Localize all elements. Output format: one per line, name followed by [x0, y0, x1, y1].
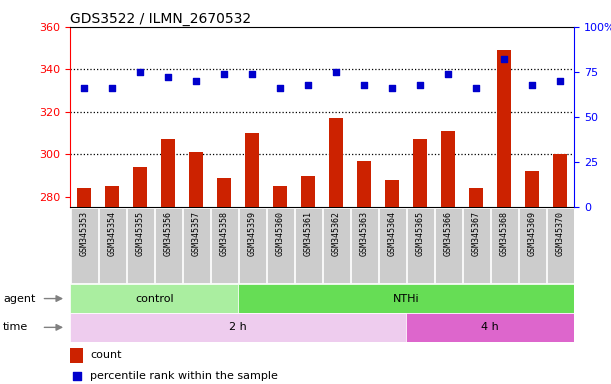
- Text: GSM345359: GSM345359: [248, 211, 257, 256]
- Bar: [519, 208, 546, 283]
- Text: GSM345353: GSM345353: [80, 211, 89, 256]
- Text: GSM345366: GSM345366: [444, 211, 453, 256]
- Bar: [238, 284, 574, 313]
- Bar: [441, 131, 455, 207]
- Text: control: control: [135, 293, 174, 304]
- Bar: [329, 118, 343, 207]
- Bar: [301, 175, 315, 207]
- Bar: [463, 208, 490, 283]
- Text: time: time: [3, 322, 28, 333]
- Text: GSM345357: GSM345357: [192, 211, 201, 256]
- Bar: [386, 180, 400, 207]
- Text: GSM345362: GSM345362: [332, 211, 341, 256]
- Bar: [105, 186, 119, 207]
- Point: [472, 85, 481, 91]
- Text: count: count: [90, 350, 122, 360]
- Bar: [469, 188, 483, 207]
- Text: GSM345365: GSM345365: [416, 211, 425, 256]
- Bar: [295, 208, 322, 283]
- Text: GSM345355: GSM345355: [136, 211, 145, 256]
- Point: [304, 81, 313, 88]
- Text: GSM345367: GSM345367: [472, 211, 481, 256]
- Point: [527, 81, 537, 88]
- Bar: [211, 208, 238, 283]
- Point: [79, 85, 89, 91]
- Bar: [497, 50, 511, 207]
- Point: [331, 69, 341, 75]
- Text: GSM345369: GSM345369: [528, 211, 537, 256]
- Bar: [351, 208, 378, 283]
- Bar: [70, 348, 83, 363]
- Text: GSM345363: GSM345363: [360, 211, 369, 256]
- Text: 2 h: 2 h: [229, 322, 247, 333]
- Point: [359, 81, 369, 88]
- Bar: [406, 313, 574, 342]
- Text: GSM345356: GSM345356: [164, 211, 173, 256]
- Bar: [547, 208, 574, 283]
- Bar: [413, 139, 427, 207]
- Point: [136, 69, 145, 75]
- Text: GSM345354: GSM345354: [108, 211, 117, 256]
- Bar: [435, 208, 462, 283]
- Bar: [525, 171, 540, 207]
- Text: GSM345358: GSM345358: [220, 211, 229, 256]
- Text: GSM345370: GSM345370: [556, 211, 565, 256]
- Point: [444, 71, 453, 77]
- Bar: [273, 186, 287, 207]
- Bar: [491, 208, 518, 283]
- Point: [555, 78, 565, 84]
- Bar: [189, 152, 203, 207]
- Point: [387, 85, 397, 91]
- Point: [499, 56, 509, 63]
- Point: [108, 85, 117, 91]
- Bar: [407, 208, 434, 283]
- Text: percentile rank within the sample: percentile rank within the sample: [90, 371, 278, 381]
- Point: [163, 74, 173, 81]
- Point: [415, 81, 425, 88]
- Text: NTHi: NTHi: [393, 293, 420, 304]
- Bar: [357, 161, 371, 207]
- Bar: [77, 188, 91, 207]
- Bar: [267, 208, 294, 283]
- Text: agent: agent: [3, 293, 35, 304]
- Bar: [70, 313, 406, 342]
- Text: GSM345368: GSM345368: [500, 211, 509, 256]
- Point: [276, 85, 285, 91]
- Bar: [161, 139, 175, 207]
- Point: [191, 78, 201, 84]
- Bar: [239, 208, 266, 283]
- Point: [219, 71, 229, 77]
- Text: GSM345361: GSM345361: [304, 211, 313, 256]
- Bar: [71, 208, 98, 283]
- Bar: [379, 208, 406, 283]
- Bar: [133, 167, 147, 207]
- Bar: [554, 154, 568, 207]
- Bar: [245, 133, 259, 207]
- Point: [249, 285, 258, 291]
- Bar: [127, 208, 154, 283]
- Point: [247, 71, 257, 77]
- Bar: [99, 208, 126, 283]
- Bar: [218, 178, 232, 207]
- Text: GDS3522 / ILMN_2670532: GDS3522 / ILMN_2670532: [70, 12, 251, 25]
- Bar: [70, 284, 238, 313]
- Text: GSM345360: GSM345360: [276, 211, 285, 256]
- Bar: [323, 208, 349, 283]
- Bar: [183, 208, 210, 283]
- Bar: [155, 208, 181, 283]
- Text: 4 h: 4 h: [481, 322, 499, 333]
- Text: GSM345364: GSM345364: [388, 211, 397, 256]
